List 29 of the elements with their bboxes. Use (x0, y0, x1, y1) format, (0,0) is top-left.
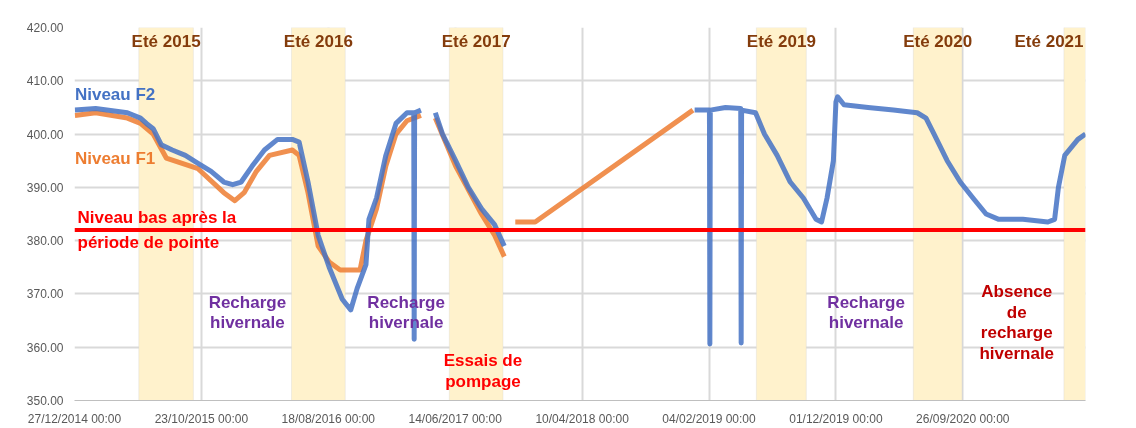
y-tick-label: 410.00 (26, 74, 64, 89)
annotation: Absence de recharge hivernale (979, 281, 1055, 364)
series-label: Niveau F1 (74, 149, 156, 169)
x-tick-label: 26/09/2020 00:00 (916, 411, 1010, 426)
x-tick-label: 23/10/2015 00:00 (154, 411, 249, 426)
annotation: Recharge hivernale (208, 292, 287, 333)
x-tick-label: 04/02/2019 00:00 (662, 411, 757, 426)
y-tick-label: 350.00 (26, 394, 64, 408)
x-tick-label: 18/08/2016 00:00 (281, 411, 376, 426)
series-label: Niveau F2 (74, 85, 156, 105)
band-label: Eté 2015 (131, 31, 201, 51)
y-tick-label: 380.00 (26, 234, 64, 249)
annotation: Essais de pompage (443, 350, 523, 391)
x-tick-label: 14/06/2017 00:00 (408, 411, 503, 426)
band-label: Eté 2017 (441, 31, 511, 51)
band-label: Eté 2021 (1014, 31, 1084, 51)
ref-line-label: Niveau bas après la période de pointe (77, 208, 237, 252)
x-tick-label: 27/12/2014 00:00 (27, 411, 122, 426)
annotation: Recharge hivernale (827, 292, 905, 333)
y-tick-label: 400.00 (26, 127, 64, 142)
band-label: Eté 2020 (903, 31, 973, 51)
y-tick-label: 360.00 (26, 340, 64, 355)
y-tick-label: 390.00 (26, 180, 64, 195)
band-label: Eté 2016 (283, 31, 353, 51)
y-tick-label: 420.00 (26, 21, 64, 35)
band-label: Eté 2019 (746, 31, 816, 51)
x-tick-label: 01/12/2019 00:00 (789, 411, 883, 426)
x-tick-label: 10/04/2018 00:00 (535, 411, 630, 426)
y-tick-label: 370.00 (26, 287, 64, 302)
